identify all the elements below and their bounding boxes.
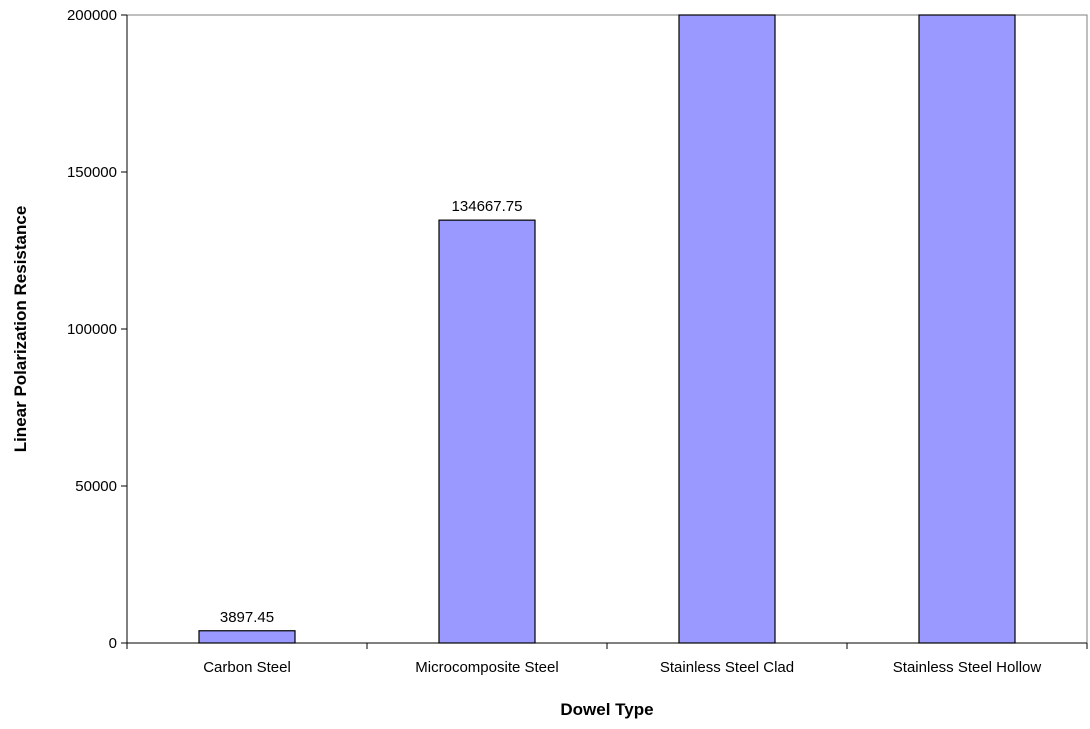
x-tick-label: Microcomposite Steel xyxy=(415,659,558,676)
data-label: 134667.75 xyxy=(452,198,523,215)
x-tick-label: Stainless Steel Hollow xyxy=(893,659,1042,676)
y-tick-label: 150000 xyxy=(67,164,117,181)
y-tick-label: 100000 xyxy=(67,321,117,338)
y-axis-title: Linear Polarization Resistance xyxy=(11,206,30,453)
x-axis-title: Dowel Type xyxy=(560,700,653,719)
bars-group xyxy=(198,14,1016,644)
y-axis: 0 50000 100000 150000 200000 xyxy=(67,7,128,652)
y-tick-label: 200000 xyxy=(67,7,117,24)
data-labels-group: 3897.45 134667.75 xyxy=(220,198,523,626)
bar xyxy=(918,14,1016,644)
bar xyxy=(438,219,536,644)
y-tick-label: 50000 xyxy=(75,478,117,495)
x-axis: Carbon Steel Microcomposite Steel Stainles… xyxy=(126,642,1088,676)
x-tick-label: Carbon Steel xyxy=(203,659,291,676)
data-label: 3897.45 xyxy=(220,609,274,626)
y-tick-label: 0 xyxy=(109,635,117,652)
x-tick-label: Stainless Steel Clad xyxy=(660,659,794,676)
bar xyxy=(678,14,776,644)
bar xyxy=(198,630,296,644)
